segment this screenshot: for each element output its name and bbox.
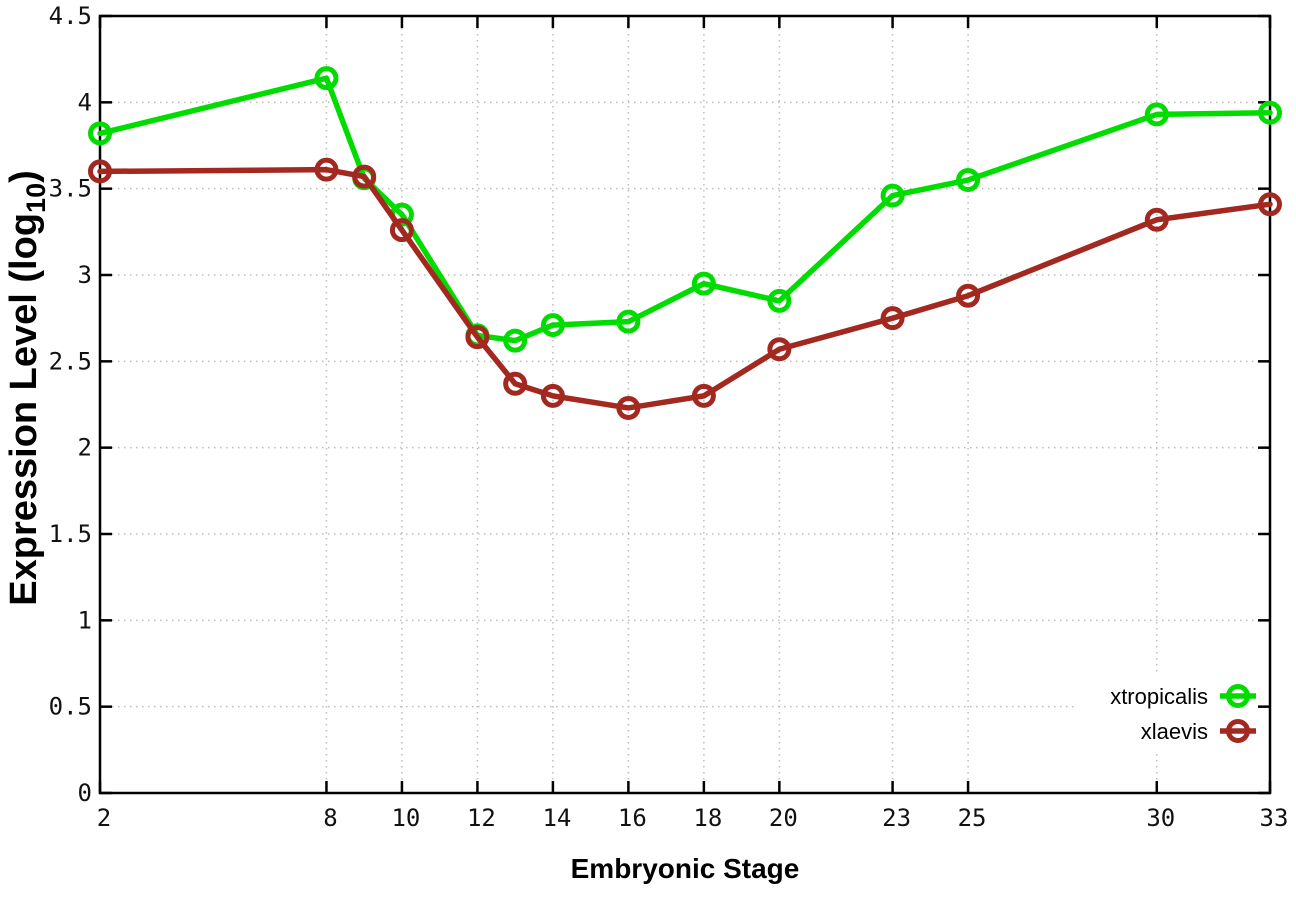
x-tick-label: 18 <box>693 804 722 832</box>
data-point-xlaevis <box>1144 207 1169 232</box>
series-line-xtropicalis <box>97 75 1273 344</box>
legend-marker-xlaevis <box>1226 719 1250 743</box>
y-tick-label: 1.5 <box>49 520 92 548</box>
y-tick-label: 2 <box>78 434 92 462</box>
data-point-xtropicalis <box>767 288 792 313</box>
data-point-xlaevis <box>616 395 641 420</box>
x-tick-label: 8 <box>323 804 337 832</box>
y-tick-label: 2.5 <box>49 347 92 375</box>
x-tick-label: 25 <box>958 804 987 832</box>
data-point-xlaevis <box>465 325 490 350</box>
data-point-xtropicalis <box>503 328 528 353</box>
x-tick-label: 20 <box>769 804 798 832</box>
x-axis-title: Embryonic Stage <box>571 853 800 884</box>
x-tick-label: 30 <box>1146 804 1175 832</box>
y-tick-label: 3 <box>78 261 92 289</box>
series-line-xlaevis <box>97 166 1273 411</box>
y-axis-title: Expression Level (log10) <box>3 170 51 606</box>
plot-border <box>98 14 1272 795</box>
data-point-xlaevis <box>956 283 981 308</box>
data-point-xtropicalis <box>1258 100 1282 125</box>
x-tick-label: 10 <box>391 804 420 832</box>
axes-and-ticks <box>98 14 1272 795</box>
data-point-xtropicalis <box>1144 102 1169 127</box>
data-point-xlaevis <box>314 157 339 182</box>
x-tick-label: 23 <box>882 804 911 832</box>
y-tick-label: 4.5 <box>49 2 92 30</box>
y-tick-label: 0 <box>78 779 92 807</box>
data-point-xtropicalis <box>691 271 716 296</box>
data-point-xlaevis <box>88 159 112 184</box>
y-tick-label: 4 <box>78 88 92 116</box>
legend-label-xlaevis: xlaevis <box>1141 719 1208 744</box>
y-tick-label: 3.5 <box>49 175 92 203</box>
data-point-xtropicalis <box>314 66 339 91</box>
legend-marker-xtropicalis <box>1226 684 1250 708</box>
data-point-xtropicalis <box>88 121 112 146</box>
data-point-xlaevis <box>503 371 528 396</box>
data-point-xlaevis <box>540 383 565 408</box>
x-tick-label: 33 <box>1260 804 1289 832</box>
data-point-xtropicalis <box>956 168 981 193</box>
legend: xtropicalis xlaevis <box>1110 684 1256 744</box>
data-point-xlaevis <box>1258 192 1282 217</box>
data-point-xlaevis <box>880 306 905 331</box>
x-tick-label: 12 <box>467 804 496 832</box>
y-tick-label: 0.5 <box>49 693 92 721</box>
x-tick-label: 14 <box>542 804 571 832</box>
legend-label-xtropicalis: xtropicalis <box>1110 684 1208 709</box>
data-point-xtropicalis <box>540 313 565 338</box>
data-point-xlaevis <box>691 383 716 408</box>
data-point-xlaevis <box>389 218 414 243</box>
data-series <box>88 66 1282 420</box>
data-point-xtropicalis <box>880 183 905 208</box>
data-point-xlaevis <box>352 164 377 189</box>
tick-labels: 0 0.5 1 1.5 2 2.5 3 3.5 4 4.5 2 8 10 12 14 16 18 20 23 25 30… <box>49 2 1289 832</box>
data-point-xtropicalis <box>616 309 641 334</box>
data-point-xlaevis <box>767 337 792 362</box>
x-tick-label: 16 <box>618 804 647 832</box>
y-tick-label: 1 <box>78 606 92 634</box>
x-tick-label: 2 <box>97 804 111 832</box>
